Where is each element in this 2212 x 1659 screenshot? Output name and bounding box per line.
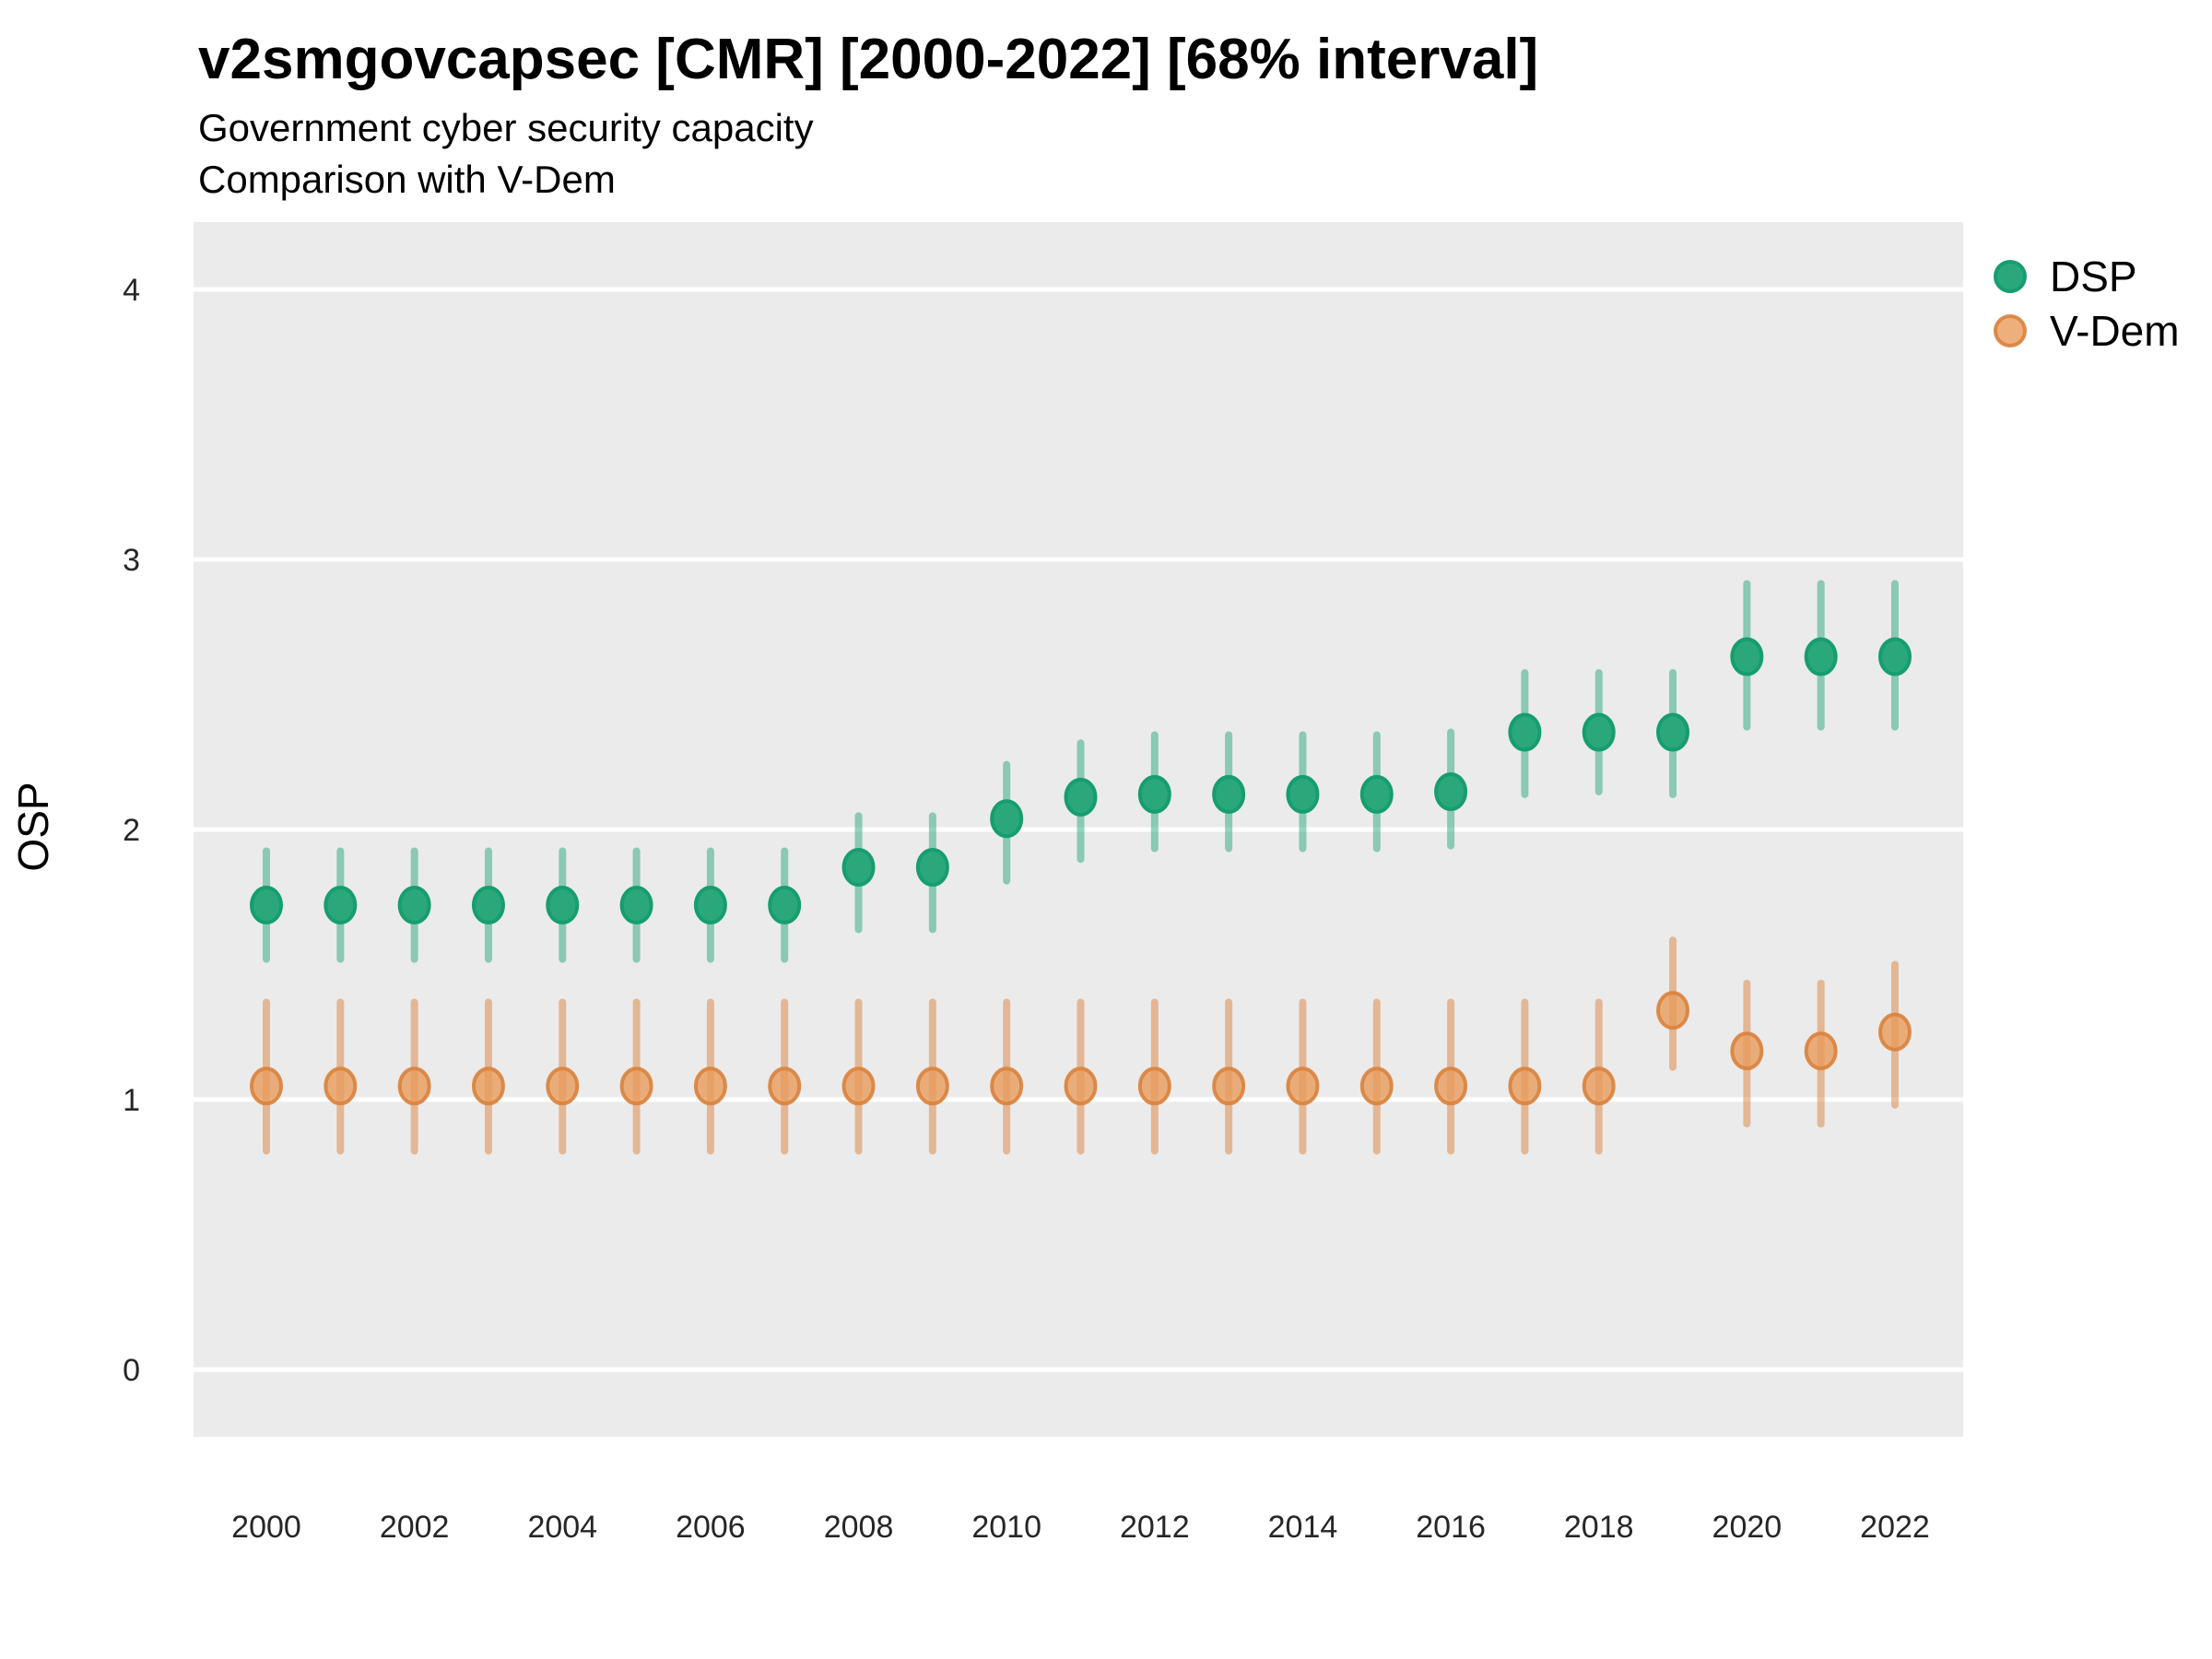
dsp-point-2009: [915, 848, 949, 888]
v-dem-point-2013: [1212, 1066, 1246, 1106]
v-dem-point-2005: [619, 1066, 653, 1106]
x-tick-label-2002: 2002: [380, 1510, 450, 1545]
dsp-point-2022: [1877, 637, 1912, 677]
y-tick-label-0: 0: [123, 1353, 140, 1388]
y-tick-label-4: 4: [123, 273, 140, 308]
dsp-point-2002: [397, 886, 431, 925]
v-dem-point-2008: [841, 1066, 876, 1106]
dsp-point-2008: [841, 848, 876, 888]
v-dem-point-2018: [1582, 1066, 1616, 1106]
dsp-point-2007: [768, 886, 802, 925]
v-dem-point-2010: [990, 1066, 1024, 1106]
v-dem-point-2007: [768, 1066, 802, 1106]
v-dem-point-2009: [915, 1066, 949, 1106]
v-dem-point-2019: [1656, 991, 1690, 1030]
dsp-point-2019: [1656, 712, 1690, 752]
dsp-point-2000: [250, 886, 283, 925]
v-dem-point-2004: [546, 1066, 580, 1106]
plot-panel-group: 0 1 2 3 4 2000 2002 2004 2006 2008 2010 2012 2014 201…: [123, 222, 1963, 1545]
series-dsp: [250, 580, 1912, 963]
dsp-point-2004: [546, 886, 580, 925]
dsp-point-2005: [619, 886, 653, 925]
legend-dsp-label: DSP: [2050, 253, 2137, 300]
v-dem-point-2015: [1359, 1066, 1394, 1106]
v-dem-point-2014: [1286, 1066, 1320, 1106]
x-tick-label-2012: 2012: [1120, 1510, 1190, 1545]
v-dem-point-2002: [397, 1066, 431, 1106]
dsp-point-2011: [1064, 777, 1098, 817]
v-dem-point-2020: [1730, 1031, 1764, 1071]
v-dem-point-2021: [1804, 1031, 1838, 1071]
dsp-point-2006: [693, 886, 727, 925]
dsp-point-2003: [471, 886, 505, 925]
v-dem-point-2022: [1877, 1012, 1912, 1052]
dsp-point-2017: [1508, 712, 1542, 752]
v-dem-point-2000: [250, 1066, 283, 1106]
y-tick-label-2: 2: [123, 813, 140, 848]
dsp-point-2012: [1137, 774, 1171, 814]
dsp-point-2010: [990, 799, 1024, 839]
x-tick-label-2006: 2006: [676, 1510, 746, 1545]
legend-dsp-dot-icon: [1994, 260, 2027, 293]
x-tick-label-2004: 2004: [527, 1510, 597, 1545]
x-tick-label-2000: 2000: [231, 1510, 301, 1545]
dsp-point-2020: [1730, 637, 1764, 677]
x-tick-label-2008: 2008: [824, 1510, 894, 1545]
dsp-point-2014: [1286, 774, 1320, 814]
x-tick-label-2018: 2018: [1564, 1510, 1634, 1545]
v-dem-point-2003: [471, 1066, 505, 1106]
v-dem-point-2006: [693, 1066, 727, 1106]
legend-vdem-label: V-Dem: [2050, 307, 2180, 355]
x-tick-label-2010: 2010: [971, 1510, 1041, 1545]
v-dem-point-2012: [1137, 1066, 1171, 1106]
dsp-point-2021: [1804, 637, 1838, 677]
x-tick-label-2014: 2014: [1268, 1510, 1338, 1545]
dsp-point-2016: [1434, 771, 1468, 811]
v-dem-point-2017: [1508, 1066, 1542, 1106]
chart-subtitle-line2: Comparison with V-Dem: [198, 158, 616, 201]
y-tick-label-1: 1: [123, 1083, 140, 1118]
chart-subtitle-line1: Government cyber security capacity: [198, 106, 814, 149]
legend-vdem-dot-icon: [1994, 314, 2027, 347]
v-dem-point-2011: [1064, 1066, 1098, 1106]
x-tick-label-2022: 2022: [1860, 1510, 1930, 1545]
y-tick-label-3: 3: [123, 543, 140, 578]
series-v-dem: [250, 936, 1912, 1155]
v-dem-point-2001: [324, 1066, 358, 1106]
dsp-point-2001: [324, 886, 358, 925]
v-dem-point-2016: [1434, 1066, 1468, 1106]
dsp-point-2015: [1359, 774, 1394, 814]
dsp-point-2018: [1582, 712, 1616, 752]
chart-title: v2smgovcapsec [CMR] [2000-2022] [68% int…: [198, 28, 1538, 91]
y-axis-title: OSP: [9, 782, 57, 871]
legend: DSP V-Dem: [1994, 253, 2180, 355]
x-tick-label-2020: 2020: [1712, 1510, 1783, 1545]
x-tick-label-2016: 2016: [1416, 1510, 1486, 1545]
dsp-point-2013: [1212, 774, 1246, 814]
